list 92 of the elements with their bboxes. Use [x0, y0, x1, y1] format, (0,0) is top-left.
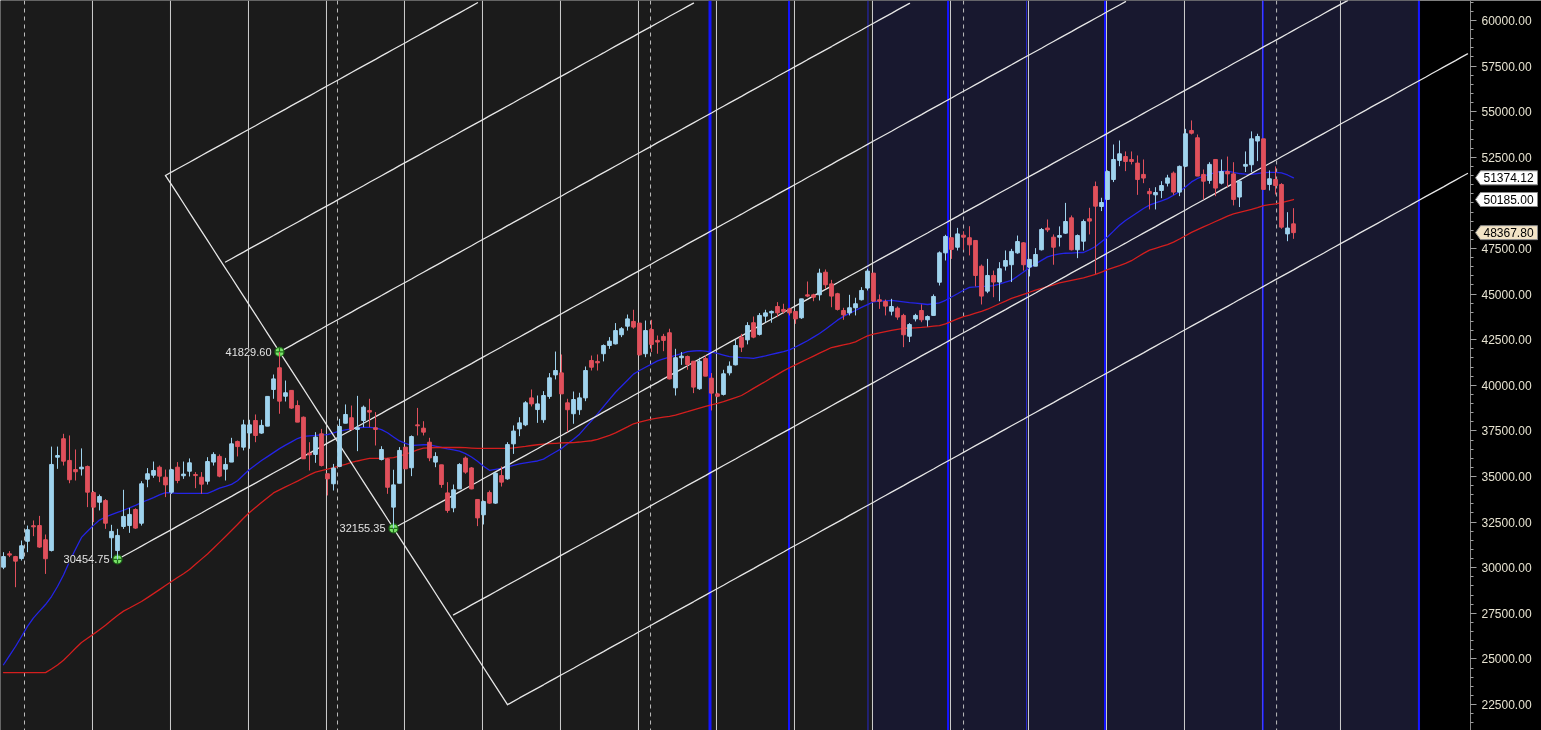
data-label: 30454.75 [63, 553, 110, 566]
candlestick [391, 469, 396, 529]
candlestick [373, 411, 378, 446]
candlestick [955, 227, 960, 251]
candlestick [643, 320, 648, 358]
candlestick [451, 484, 456, 513]
candlestick [475, 498, 480, 527]
candlestick [1267, 169, 1272, 191]
candlestick [1063, 202, 1068, 235]
candlestick [13, 555, 18, 588]
candlestick [313, 431, 318, 464]
candlestick [1093, 181, 1098, 275]
candlestick [1219, 158, 1224, 185]
candlestick [1153, 186, 1158, 210]
candlestick [355, 395, 360, 452]
data-label: 41829.60 [225, 345, 272, 358]
candlestick [361, 405, 366, 428]
candlestick [1051, 233, 1056, 266]
candlestick [187, 457, 192, 477]
line-series [452, 53, 1469, 616]
candlestick [331, 463, 336, 492]
candlestick [1207, 161, 1212, 185]
y-tick-label: 22500.00 [1481, 698, 1532, 713]
candlestick [439, 464, 444, 489]
candlestick [1237, 179, 1242, 208]
y-tick-label: 27500.00 [1481, 606, 1532, 621]
line-series [224, 2, 695, 263]
candlestick [343, 403, 348, 424]
y-tick-label: 42500.00 [1481, 333, 1532, 348]
candlestick [223, 457, 228, 482]
candlestick [1057, 225, 1062, 247]
candlestick [445, 481, 450, 514]
candlestick [253, 413, 258, 443]
y-tick-label: 45000.00 [1481, 287, 1532, 302]
candlestick [499, 465, 504, 488]
candlestick [1291, 207, 1296, 240]
y-tick-label: 32500.00 [1481, 515, 1532, 530]
y-tick-label: 60000.00 [1481, 13, 1532, 28]
candlestick [985, 258, 990, 294]
y-tick-label: 30000.00 [1481, 561, 1532, 576]
candlestick [739, 333, 744, 353]
candlestick [367, 398, 372, 428]
text: 50185.00 [1483, 193, 1534, 208]
candlestick [733, 339, 738, 366]
candlestick [403, 446, 408, 470]
candlestick [865, 268, 870, 291]
candlestick [19, 540, 24, 562]
candlestick [175, 461, 180, 484]
y-tick-label: 55000.00 [1481, 105, 1532, 120]
candlestick [1021, 241, 1026, 272]
candlestick [991, 270, 996, 298]
candlestick [163, 469, 168, 498]
y-tick-label: 40000.00 [1481, 378, 1532, 393]
candlestick [349, 405, 354, 432]
candlestick [703, 354, 708, 377]
candlestick [133, 507, 138, 530]
y-tick-label: 37500.00 [1481, 424, 1532, 439]
candlestick [283, 380, 288, 403]
candlestick [949, 237, 954, 260]
candlestick [745, 321, 750, 345]
candlestick [565, 398, 570, 433]
candlestick [199, 471, 204, 495]
candlestick [721, 369, 726, 397]
text: 51374.12 [1483, 171, 1534, 186]
candlestick [25, 525, 30, 553]
y-tick-label: 52500.00 [1481, 150, 1532, 165]
candlestick [907, 322, 912, 343]
candlestick [799, 298, 804, 320]
candlestick [415, 407, 420, 436]
candlestick [103, 498, 108, 530]
candlestick [229, 437, 234, 463]
candlestick [79, 447, 84, 477]
candlestick [169, 468, 174, 495]
candlestick [271, 374, 276, 400]
candlestick [997, 261, 1002, 302]
y-tick-label: 25000.00 [1481, 652, 1532, 667]
candlestick [427, 437, 432, 462]
text: 48367.80 [1483, 226, 1534, 241]
candlestick [325, 473, 330, 496]
y-tick-label: 47500.00 [1481, 241, 1532, 256]
y-tick-label: 35000.00 [1481, 470, 1532, 484]
candlestick [553, 351, 558, 380]
candlestick [55, 446, 60, 470]
data-label: 32155.35 [339, 522, 386, 535]
candlestick [931, 293, 936, 316]
candlestick [1087, 207, 1092, 235]
candlestick [1147, 187, 1152, 210]
y-tick-label: 57500.00 [1481, 59, 1532, 74]
candlestick [559, 353, 564, 395]
candlestick [1285, 211, 1290, 242]
candlestick [511, 424, 516, 455]
candlestick [817, 268, 822, 301]
